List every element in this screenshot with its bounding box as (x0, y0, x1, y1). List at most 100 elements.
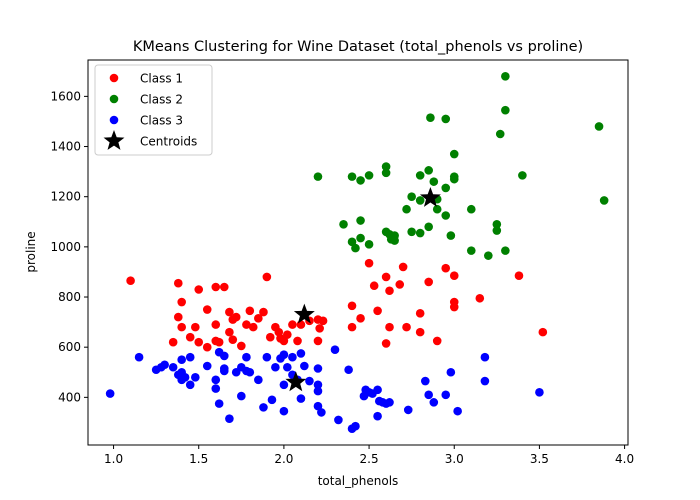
class-1-point (296, 320, 306, 329)
class-3-point (219, 351, 229, 361)
class-1-point (225, 307, 234, 317)
class-3-point (225, 414, 234, 423)
x-tick-label: 2.0 (274, 452, 293, 466)
class-1-point (432, 336, 442, 346)
x-tick-label: 3.0 (445, 452, 464, 466)
class-2-point (415, 196, 425, 205)
class-3-point (424, 390, 433, 400)
class-2-point (313, 172, 323, 181)
x-axis-ticks: 1.0 1.5 2.0 2.5 3.0 3.5 4.0 (104, 445, 634, 466)
class-3-point (211, 384, 221, 393)
class-2-point (426, 113, 435, 122)
class-2-point (518, 171, 527, 180)
class-1-point (315, 324, 324, 333)
class-3-point (313, 386, 323, 396)
class-1-point (381, 272, 391, 282)
class-1-point (211, 282, 221, 292)
class-1-point (231, 312, 241, 322)
class-2-point (501, 246, 510, 255)
class-3-point (245, 367, 255, 377)
class-1-point (449, 271, 459, 281)
class-3-point (344, 365, 353, 375)
class-1-point (381, 339, 391, 348)
class-3-point (242, 352, 251, 362)
centroid-star (419, 186, 441, 207)
class-2-point (492, 219, 502, 229)
class-1-point (385, 286, 394, 296)
class-2-point (339, 219, 348, 229)
class-3-point (279, 406, 289, 416)
class-1-point (245, 306, 255, 316)
x-tick-label: 1.5 (189, 452, 208, 466)
class-3-point (480, 376, 490, 386)
class-1-point (415, 327, 425, 337)
class-2-point (356, 176, 365, 185)
class-1-point (194, 337, 204, 347)
legend: Class 1 Class 2 Class 3 Centroids (94, 64, 213, 156)
class-2-point (424, 166, 433, 175)
class-3-point (313, 380, 323, 390)
class-2-point (466, 204, 476, 214)
class-1-point (237, 341, 246, 351)
class-1-point (214, 337, 224, 347)
class-3-point (177, 355, 186, 365)
class-1-point (347, 301, 357, 311)
class-3-point (334, 415, 343, 425)
y-axis-ticks: 400 600 800 1000 1200 1400 1600 (50, 89, 88, 404)
class-1-point (415, 309, 425, 318)
class-1-point (449, 302, 459, 312)
class-1-point (202, 305, 212, 314)
class-2-point (402, 204, 411, 214)
class-1-point (538, 327, 548, 337)
class-1-point (279, 336, 289, 346)
class-1-point (402, 322, 411, 332)
centroid-star (285, 371, 307, 392)
class-3-point (202, 361, 212, 371)
class-2-point (347, 237, 357, 247)
class-3-point (279, 380, 289, 390)
legend-label: Class 1 (140, 72, 183, 86)
y-tick-label: 800 (58, 290, 81, 304)
legend-marker (109, 94, 119, 104)
class-1-point (475, 293, 485, 303)
class-3-point (300, 361, 309, 371)
class-1-point (248, 322, 258, 332)
class-2-point (364, 171, 374, 180)
class-3-point (420, 376, 430, 386)
class-3-point (185, 352, 195, 362)
class-3-point (373, 385, 382, 395)
legend-entries: Class 1 Class 2 Class 3 Centroids (103, 72, 197, 150)
class-3-point (262, 352, 272, 362)
class-1-point (126, 276, 135, 286)
class-3-point (317, 408, 326, 417)
legend-label: Centroids (140, 135, 197, 149)
class-1-point (398, 262, 408, 272)
class-2-point (407, 227, 416, 237)
class-3-point (267, 395, 277, 405)
class-3-point (446, 367, 456, 377)
class-1-point (211, 320, 221, 329)
class-1-point (254, 314, 263, 323)
legend-marker-star (103, 130, 125, 150)
class-2-point (501, 72, 510, 81)
class-2-point (466, 246, 476, 255)
class-2-point (429, 177, 439, 186)
class-1-point (318, 316, 328, 326)
class-3-point (429, 398, 439, 407)
class-2-point (390, 236, 399, 245)
y-tick-label: 1000 (50, 240, 81, 254)
class-1-point (385, 322, 394, 332)
class-1-point (364, 258, 374, 268)
y-tick-label: 1200 (50, 190, 81, 204)
class-1-point (424, 277, 433, 287)
chart-title: KMeans Clustering for Wine Dataset (tota… (133, 39, 583, 55)
class-2-point (501, 105, 510, 115)
class-3-point (211, 375, 221, 385)
class-2-point (492, 226, 502, 235)
class-3-point (279, 350, 289, 360)
class-1-point (373, 306, 382, 316)
class-3-point (219, 364, 229, 373)
class-3-point (105, 389, 115, 398)
class-2-point (415, 228, 425, 238)
class-3-point (403, 405, 413, 415)
